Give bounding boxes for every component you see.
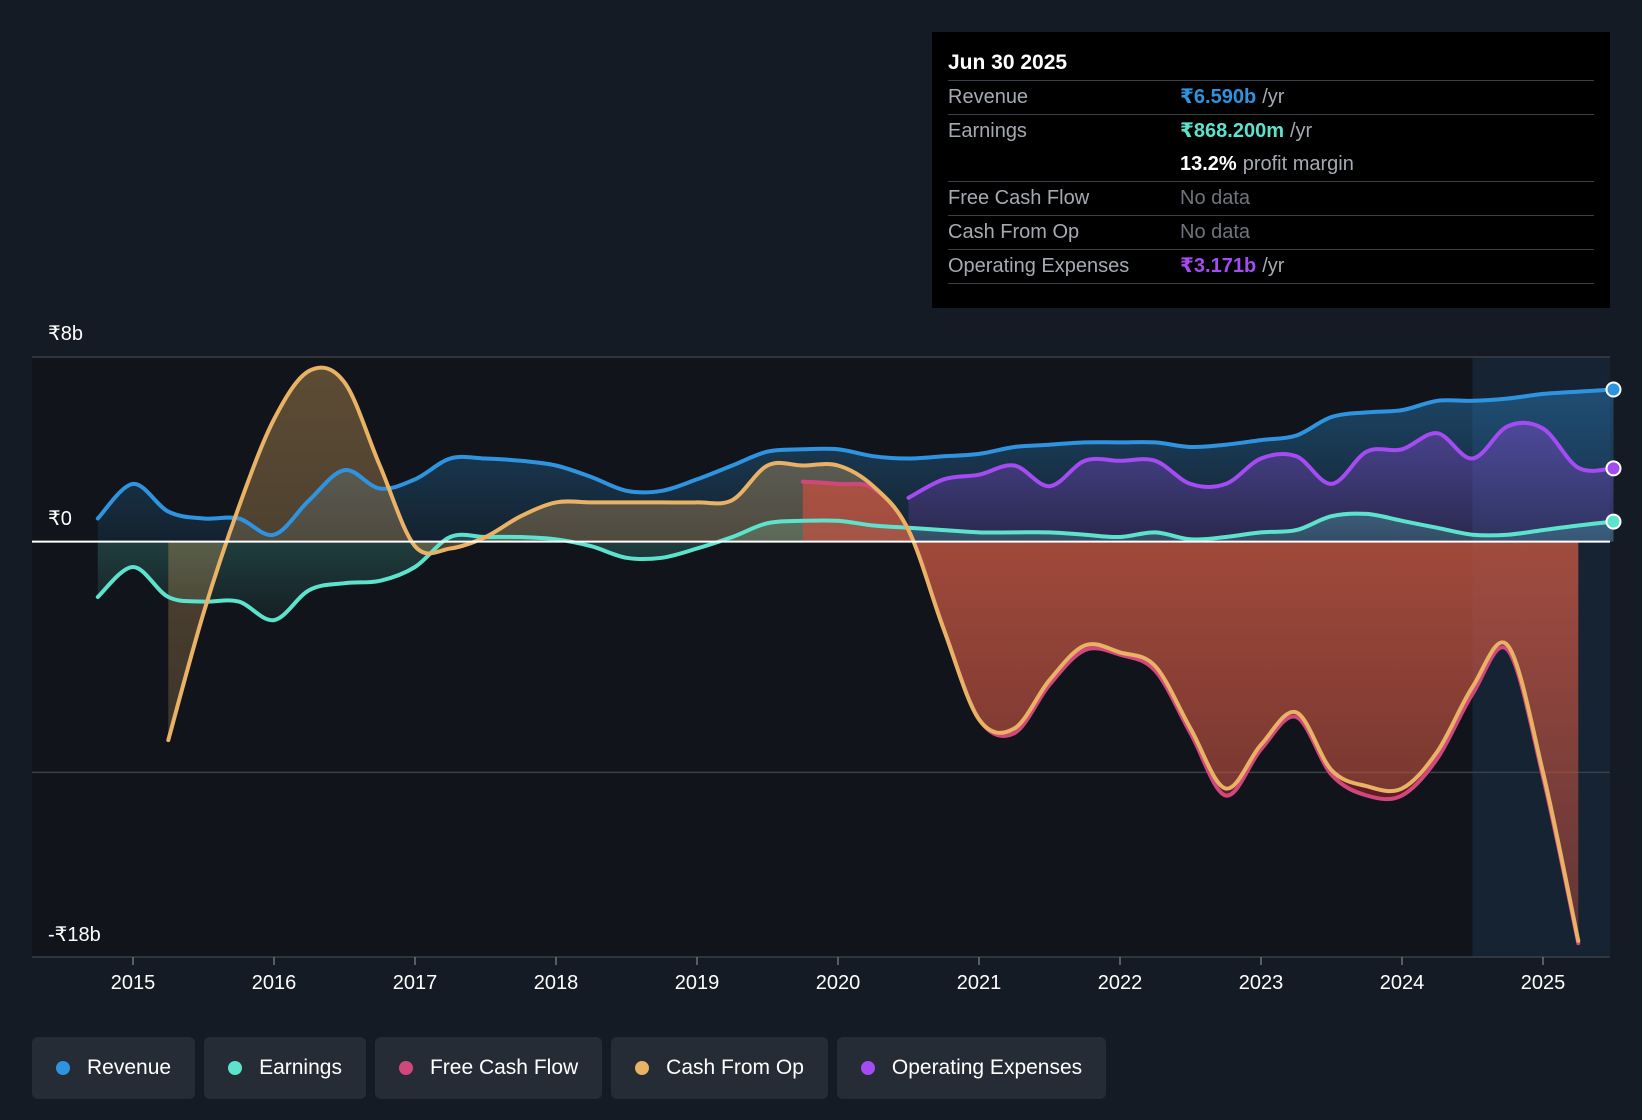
legend-label: Cash From Op: [666, 1056, 804, 1079]
tooltip-label: Operating Expenses: [948, 255, 1130, 277]
legend-label: Free Cash Flow: [429, 1056, 579, 1079]
tooltip-row-cfo: Cash From Op No data: [948, 215, 1594, 249]
x-tick-label: 2020: [816, 972, 861, 994]
tooltip-value-cfo: No data: [1180, 221, 1251, 243]
legend-label: Revenue: [87, 1056, 172, 1079]
legend-item-cash-from-op[interactable]: Cash From Op: [611, 1037, 828, 1099]
x-tick-label: 2025: [1521, 972, 1566, 994]
tooltip-value-margin: 13.2%: [1180, 153, 1237, 175]
tooltip-label: Revenue: [948, 86, 1029, 108]
legend-item-operating-expenses[interactable]: Operating Expenses: [836, 1037, 1107, 1099]
tooltip-unit: /yr: [1262, 86, 1285, 108]
earnings-end-dot: [1605, 513, 1622, 530]
legend-dot-icon: [860, 1061, 875, 1075]
legend-label: Earnings: [259, 1056, 342, 1079]
tooltip-label: [948, 148, 1180, 181]
tooltip-unit: /yr: [1290, 120, 1313, 142]
x-tick-label: 2016: [252, 972, 297, 994]
y-axis-label: ₹0: [48, 508, 72, 530]
tooltip-row-earnings: Earnings ₹868.200m /yr: [948, 114, 1594, 148]
legend: Revenue Earnings Free Cash Flow Cash Fro…: [32, 1037, 1115, 1099]
cash-from-op-line: [166, 365, 1581, 943]
revenue-line: [95, 387, 1616, 538]
tooltip-unit: /yr: [1262, 255, 1285, 277]
operating-expenses-line: [906, 420, 1616, 500]
x-tick-label: 2018: [534, 972, 579, 994]
legend-dot-icon: [56, 1061, 70, 1075]
earnings-line: [95, 511, 1616, 623]
x-tick-label: 2017: [393, 972, 438, 994]
tooltip-label: Free Cash Flow: [948, 187, 1090, 209]
cash-from-op-area: [168, 367, 1579, 941]
legend-dot-icon: [635, 1061, 650, 1075]
tooltip-row-revenue: Revenue ₹6.590b /yr: [948, 80, 1594, 114]
x-tick-label: 2015: [111, 972, 156, 994]
legend-item-earnings[interactable]: Earnings: [204, 1037, 366, 1099]
x-tick-label: 2019: [675, 972, 720, 994]
tooltip-unit: profit margin: [1242, 153, 1354, 175]
tooltip-row-fcf: Free Cash Flow No data: [948, 181, 1594, 215]
legend-dot-icon: [398, 1061, 413, 1075]
y-axis-label: -₹18b: [48, 924, 101, 946]
x-tick-label: 2021: [957, 972, 1002, 994]
tooltip-value-earnings: ₹868.200m: [1180, 120, 1284, 142]
tooltip-value-revenue: ₹6.590b: [1180, 86, 1257, 108]
tooltip-label: Earnings: [948, 120, 1027, 142]
legend-item-free-cash-flow[interactable]: Free Cash Flow: [374, 1037, 603, 1099]
x-tick-label: 2022: [1098, 972, 1143, 994]
tooltip-row-margin: 13.2% profit margin: [948, 148, 1594, 181]
tooltip-value-fcf: No data: [1180, 187, 1251, 209]
operating-expenses-area: [908, 422, 1614, 542]
revenue-end-dot: [1605, 381, 1622, 398]
tooltip-value-opex: ₹3.171b: [1180, 255, 1257, 277]
legend-dot-icon: [228, 1061, 243, 1075]
operating-expenses-end-dot: [1605, 460, 1622, 477]
x-tick-label: 2023: [1239, 972, 1284, 994]
tooltip-label: Cash From Op: [948, 221, 1080, 243]
tooltip-date: Jun 30 2025: [948, 51, 1068, 74]
legend-label: Operating Expenses: [891, 1056, 1083, 1079]
tooltip-row-opex: Operating Expenses ₹3.171b /yr: [948, 249, 1594, 284]
x-tick-label: 2024: [1380, 972, 1425, 994]
legend-item-revenue[interactable]: Revenue: [32, 1037, 196, 1099]
y-axis-label: ₹8b: [48, 323, 83, 345]
tooltip-panel: Jun 30 2025 Revenue ₹6.590b /yr Earnings…: [932, 32, 1610, 308]
